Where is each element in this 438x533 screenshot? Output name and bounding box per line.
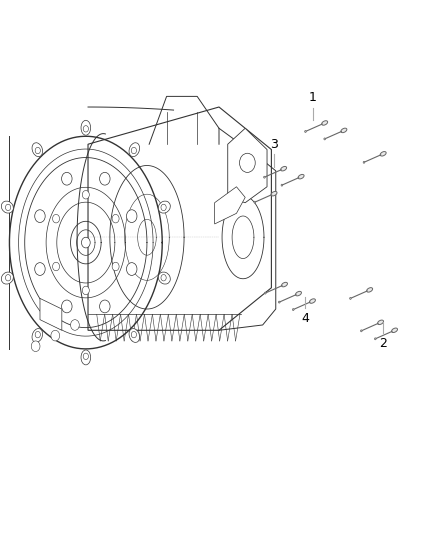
Ellipse shape	[367, 288, 373, 292]
Ellipse shape	[129, 143, 140, 157]
Circle shape	[5, 274, 11, 281]
Circle shape	[81, 237, 90, 248]
Circle shape	[161, 204, 166, 211]
Ellipse shape	[392, 328, 398, 333]
Circle shape	[62, 300, 72, 313]
Circle shape	[62, 172, 72, 185]
Circle shape	[82, 190, 89, 199]
Ellipse shape	[341, 128, 347, 133]
Ellipse shape	[129, 328, 140, 342]
Circle shape	[131, 147, 137, 154]
Ellipse shape	[158, 201, 170, 213]
Ellipse shape	[296, 292, 301, 296]
Ellipse shape	[310, 299, 315, 303]
Circle shape	[99, 172, 110, 185]
Circle shape	[279, 301, 280, 303]
Circle shape	[83, 353, 88, 360]
Ellipse shape	[1, 272, 13, 284]
Circle shape	[35, 332, 40, 338]
Circle shape	[53, 214, 60, 223]
Ellipse shape	[281, 166, 286, 171]
Text: 4: 4	[301, 312, 309, 325]
Circle shape	[83, 126, 88, 132]
Circle shape	[374, 338, 376, 340]
Circle shape	[112, 214, 119, 223]
Circle shape	[281, 184, 283, 186]
Ellipse shape	[1, 201, 13, 213]
Circle shape	[5, 204, 11, 211]
Circle shape	[360, 330, 362, 332]
Circle shape	[305, 131, 306, 132]
Circle shape	[82, 286, 89, 295]
Ellipse shape	[298, 174, 304, 179]
Circle shape	[127, 263, 137, 276]
Ellipse shape	[271, 191, 277, 196]
Ellipse shape	[378, 320, 384, 325]
Polygon shape	[215, 187, 245, 224]
Text: 2: 2	[379, 337, 387, 350]
Circle shape	[254, 201, 256, 203]
Circle shape	[35, 210, 45, 222]
Circle shape	[35, 263, 45, 276]
Circle shape	[53, 262, 60, 271]
Ellipse shape	[158, 272, 170, 284]
Text: 1: 1	[309, 91, 317, 104]
Circle shape	[71, 320, 79, 330]
Text: 3: 3	[270, 138, 278, 151]
Circle shape	[161, 274, 166, 281]
Polygon shape	[88, 107, 272, 330]
Ellipse shape	[380, 151, 386, 156]
Circle shape	[112, 262, 119, 271]
Circle shape	[131, 332, 137, 338]
Ellipse shape	[321, 121, 328, 125]
Circle shape	[127, 210, 137, 222]
Ellipse shape	[282, 282, 287, 287]
Circle shape	[51, 330, 60, 341]
Circle shape	[324, 138, 325, 140]
Circle shape	[293, 309, 294, 311]
Circle shape	[35, 147, 40, 154]
Ellipse shape	[81, 120, 91, 135]
Circle shape	[350, 297, 351, 300]
Ellipse shape	[81, 350, 91, 365]
Polygon shape	[40, 298, 62, 330]
Circle shape	[363, 161, 365, 163]
Circle shape	[99, 300, 110, 313]
Circle shape	[265, 292, 266, 294]
Ellipse shape	[32, 143, 42, 157]
Circle shape	[31, 341, 40, 352]
Circle shape	[264, 176, 265, 178]
Ellipse shape	[32, 328, 42, 342]
Polygon shape	[228, 128, 267, 203]
Circle shape	[240, 154, 255, 172]
